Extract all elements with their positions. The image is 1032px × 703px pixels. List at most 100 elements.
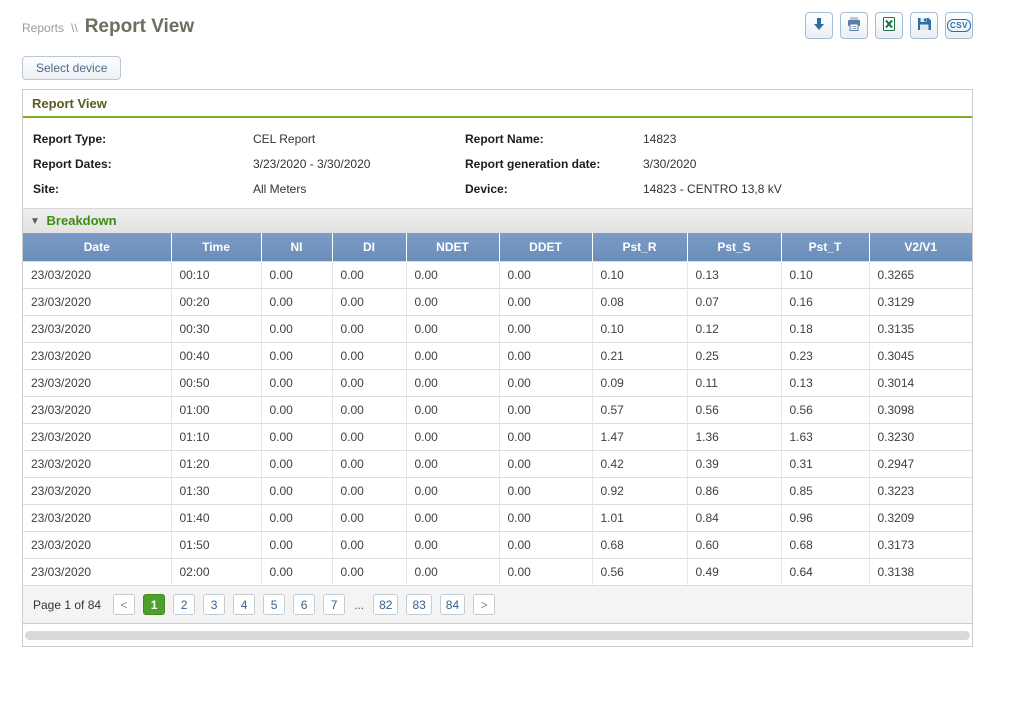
table-cell: 0.08 (592, 289, 687, 316)
csv-export-button[interactable]: CSV (945, 12, 973, 39)
breakdown-section-toggle[interactable]: ▼ Breakdown (23, 208, 972, 233)
meta-label: Report Type: (33, 132, 253, 146)
horizontal-scrollbar[interactable] (23, 624, 972, 646)
table-cell: 0.00 (406, 478, 499, 505)
table-cell: 0.57 (592, 397, 687, 424)
panel-title: Report View (23, 90, 972, 118)
scrollbar-thumb[interactable] (25, 631, 970, 640)
select-device-button[interactable]: Select device (22, 56, 121, 80)
table-cell: 0.09 (592, 370, 687, 397)
page-button-84[interactable]: 84 (440, 594, 465, 615)
collapse-arrow-icon: ▼ (30, 216, 40, 227)
table-cell: 0.84 (687, 505, 781, 532)
breadcrumb-separator: \\ (71, 21, 78, 35)
page-button-82[interactable]: 82 (373, 594, 398, 615)
next-page-button[interactable]: > (473, 594, 495, 615)
table-cell: 0.3135 (869, 316, 972, 343)
pagination-summary: Page 1 of 84 (33, 598, 101, 612)
table-cell: 0.64 (781, 559, 869, 586)
table-cell: 0.00 (332, 370, 406, 397)
table-cell: 0.92 (592, 478, 687, 505)
meta-value: 3/30/2020 (643, 157, 962, 171)
table-cell: 23/03/2020 (23, 316, 171, 343)
table-cell: 0.00 (499, 397, 592, 424)
column-header-pst-s: Pst_S (687, 233, 781, 262)
table-cell: 0.3014 (869, 370, 972, 397)
page-button-3[interactable]: 3 (203, 594, 225, 615)
page-button-5[interactable]: 5 (263, 594, 285, 615)
table-cell: 0.3230 (869, 424, 972, 451)
table-row: 23/03/202001:100.000.000.000.001.471.361… (23, 424, 972, 451)
page-button-6[interactable]: 6 (293, 594, 315, 615)
table-cell: 0.00 (261, 424, 332, 451)
breadcrumb: Reports \\ Report View (22, 12, 194, 38)
table-cell: 23/03/2020 (23, 424, 171, 451)
meta-label: Report Name: (465, 132, 643, 146)
page-button-4[interactable]: 4 (233, 594, 255, 615)
table-cell: 0.00 (499, 262, 592, 289)
report-table: DateTimeNIDINDETDDETPst_RPst_SPst_TV2/V1… (23, 233, 972, 586)
table-cell: 02:00 (171, 559, 261, 586)
table-cell: 0.86 (687, 478, 781, 505)
table-cell: 0.00 (406, 559, 499, 586)
table-cell: 23/03/2020 (23, 289, 171, 316)
table-row: 23/03/202000:500.000.000.000.000.090.110… (23, 370, 972, 397)
table-cell: 0.18 (781, 316, 869, 343)
excel-export-button[interactable] (875, 12, 903, 39)
table-cell: 0.23 (781, 343, 869, 370)
table-cell: 0.00 (332, 532, 406, 559)
table-cell: 0.2947 (869, 451, 972, 478)
table-cell: 0.00 (261, 559, 332, 586)
table-cell: 01:00 (171, 397, 261, 424)
table-row: 23/03/202001:300.000.000.000.000.920.860… (23, 478, 972, 505)
table-cell: 0.00 (406, 424, 499, 451)
page-button-1[interactable]: 1 (143, 594, 165, 615)
previous-page-button[interactable]: < (113, 594, 135, 615)
meta-label: Report Dates: (33, 157, 253, 171)
table-cell: 23/03/2020 (23, 370, 171, 397)
table-cell: 0.00 (406, 451, 499, 478)
table-cell: 0.00 (261, 397, 332, 424)
print-button[interactable] (840, 12, 868, 39)
page-button-2[interactable]: 2 (173, 594, 195, 615)
table-cell: 0.00 (499, 343, 592, 370)
table-cell: 00:30 (171, 316, 261, 343)
table-row: 23/03/202002:000.000.000.000.000.560.490… (23, 559, 972, 586)
table-cell: 00:40 (171, 343, 261, 370)
table-cell: 0.3265 (869, 262, 972, 289)
page-button-83[interactable]: 83 (406, 594, 431, 615)
table-cell: 0.00 (332, 478, 406, 505)
download-button[interactable] (805, 12, 833, 39)
table-cell: 0.00 (332, 262, 406, 289)
table-cell: 0.96 (781, 505, 869, 532)
page-button-7[interactable]: 7 (323, 594, 345, 615)
table-cell: 0.56 (687, 397, 781, 424)
meta-value: CEL Report (253, 132, 465, 146)
column-header-pst-t: Pst_T (781, 233, 869, 262)
save-button[interactable] (910, 12, 938, 39)
table-cell: 0.00 (406, 343, 499, 370)
pagination-ellipsis: ... (353, 598, 365, 612)
table-cell: 0.00 (499, 316, 592, 343)
meta-value: All Meters (253, 182, 465, 196)
export-toolbar: CSV (805, 12, 973, 39)
report-view-panel: Report View Report Type: CEL Report Repo… (22, 89, 973, 647)
table-cell: 0.3209 (869, 505, 972, 532)
meta-value: 3/23/2020 - 3/30/2020 (253, 157, 465, 171)
download-icon (811, 16, 827, 35)
save-icon (916, 16, 932, 35)
meta-value: 14823 - CENTRO 13,8 kV (643, 182, 962, 196)
table-row: 23/03/202001:400.000.000.000.001.010.840… (23, 505, 972, 532)
table-cell: 0.42 (592, 451, 687, 478)
table-cell: 0.3098 (869, 397, 972, 424)
table-cell: 0.31 (781, 451, 869, 478)
breadcrumb-root[interactable]: Reports (22, 21, 64, 35)
meta-label: Site: (33, 182, 253, 196)
table-cell: 0.10 (592, 262, 687, 289)
table-cell: 0.00 (332, 397, 406, 424)
page-title: Report View (85, 16, 194, 38)
table-cell: 0.00 (261, 505, 332, 532)
table-cell: 0.00 (332, 289, 406, 316)
pagination-pages: 1234567... 82 83 84 (143, 594, 465, 615)
table-cell: 0.00 (406, 505, 499, 532)
